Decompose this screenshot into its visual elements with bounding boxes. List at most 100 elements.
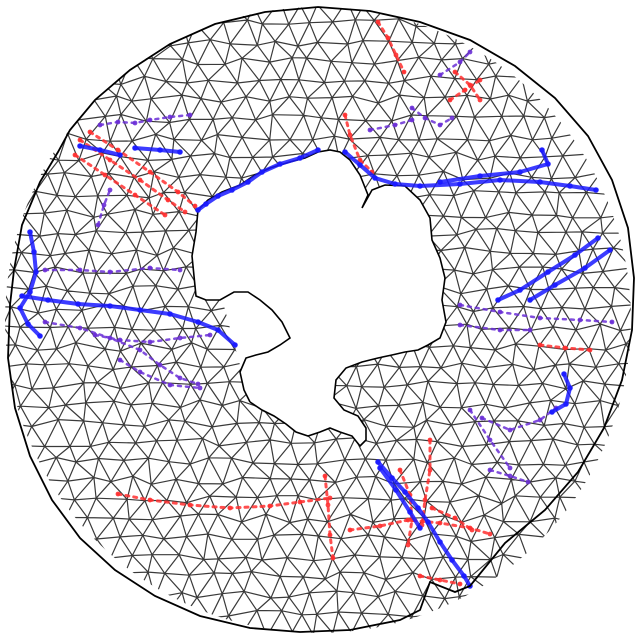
tracks-layer [17, 19, 615, 589]
red-track-point [422, 497, 428, 503]
purple-track-point [537, 417, 543, 423]
red-track-point [397, 467, 403, 473]
purple-track-point [525, 479, 531, 485]
red-track-point [417, 573, 423, 579]
blue-track-point [195, 207, 201, 213]
red-track-point [437, 577, 443, 583]
purple-track-point [147, 117, 153, 123]
purple-track-point [177, 375, 183, 381]
red-track-point [267, 503, 273, 509]
red-track-point [72, 152, 78, 158]
blue-track-point [215, 327, 221, 333]
red-track-point [147, 169, 153, 175]
purple-track-point [367, 127, 373, 133]
red-track-point [322, 473, 328, 479]
blue-track-point [417, 183, 423, 189]
blue-track-point [417, 525, 423, 531]
purple-track-point [457, 322, 463, 328]
purple-track-point [177, 267, 183, 273]
blue-track-point [27, 229, 33, 235]
red-track-point [175, 189, 181, 195]
blue-track-point [177, 149, 183, 155]
red-track-point [385, 35, 391, 41]
purple-track-point [437, 122, 443, 128]
blue-track-point [527, 297, 533, 303]
red-track-point [467, 82, 473, 88]
blue-track-point [545, 161, 551, 167]
red-track-point [325, 502, 331, 508]
red-track-point [487, 531, 493, 537]
red-track-point [342, 112, 348, 118]
blue-track-point [402, 489, 408, 495]
blue-track-point [561, 371, 567, 377]
red-track-point [477, 97, 483, 103]
purple-track-point [187, 112, 193, 118]
purple-track [410, 106, 454, 127]
blue-track-point [132, 145, 138, 151]
purple-track-point [487, 437, 493, 443]
red-track-point [457, 581, 463, 587]
red-track-point [165, 197, 171, 203]
mesh-outer-boundary [7, 6, 635, 633]
purple-track-point [457, 59, 463, 65]
blue-track-point [229, 187, 235, 193]
purple-track-point [457, 302, 463, 308]
blue-track-point [567, 183, 573, 189]
blue-track-point [437, 179, 443, 185]
red-track-point [330, 555, 336, 561]
purple-track-point [92, 332, 98, 338]
purple-track [480, 406, 558, 432]
purple-track-point [392, 122, 398, 128]
purple-track-point [157, 362, 163, 368]
red-track [348, 518, 492, 536]
red-track-point [405, 542, 411, 548]
purple-track-point [195, 381, 201, 387]
red-track-point [427, 467, 433, 473]
blue-track-point [342, 149, 348, 155]
purple-track-point [537, 315, 543, 321]
red-track-point [77, 137, 83, 143]
blue-track-point [539, 147, 545, 153]
red-track-point [427, 437, 433, 443]
blue-track-point [315, 147, 321, 153]
blue-track-point [203, 201, 209, 207]
purple-track-point [117, 357, 123, 363]
blue-track-point [372, 175, 378, 181]
blue-track-point [477, 173, 483, 179]
purple-track-point [77, 325, 83, 331]
blue-track-point [572, 252, 578, 258]
blue-track-point [117, 152, 123, 158]
purple-track-point [577, 317, 583, 323]
blue-track-point [545, 269, 551, 275]
blue-track-point [582, 265, 588, 271]
red-track-point [405, 517, 411, 523]
purple-track-point [609, 319, 615, 325]
purple-track-point [507, 473, 513, 479]
purple-track [488, 468, 530, 484]
red-track-point [107, 157, 113, 163]
blue-track-point [77, 143, 83, 149]
purple-track-point [437, 72, 443, 78]
blue-track-point [33, 269, 39, 275]
land-mask [192, 150, 446, 446]
blue-track-point [157, 147, 163, 153]
red-track-point [429, 505, 435, 511]
red-track-point [347, 132, 353, 138]
blue-track-point [449, 557, 455, 563]
red-track [343, 113, 374, 174]
blue-track-point [377, 465, 383, 471]
purple-track-point [507, 427, 513, 433]
purple-track-point [101, 202, 107, 208]
blue-track-point [563, 401, 569, 407]
blue-track-point [437, 539, 443, 545]
red-track-point [115, 491, 121, 497]
purple-track-point [422, 115, 428, 121]
purple-track-point [207, 332, 213, 338]
red-track-point [115, 147, 121, 153]
blue-track-point [425, 519, 431, 525]
blue-track-point [31, 249, 37, 255]
blue-track-point [461, 573, 467, 579]
red-track-point [187, 502, 193, 508]
blue-track-point [497, 177, 503, 183]
